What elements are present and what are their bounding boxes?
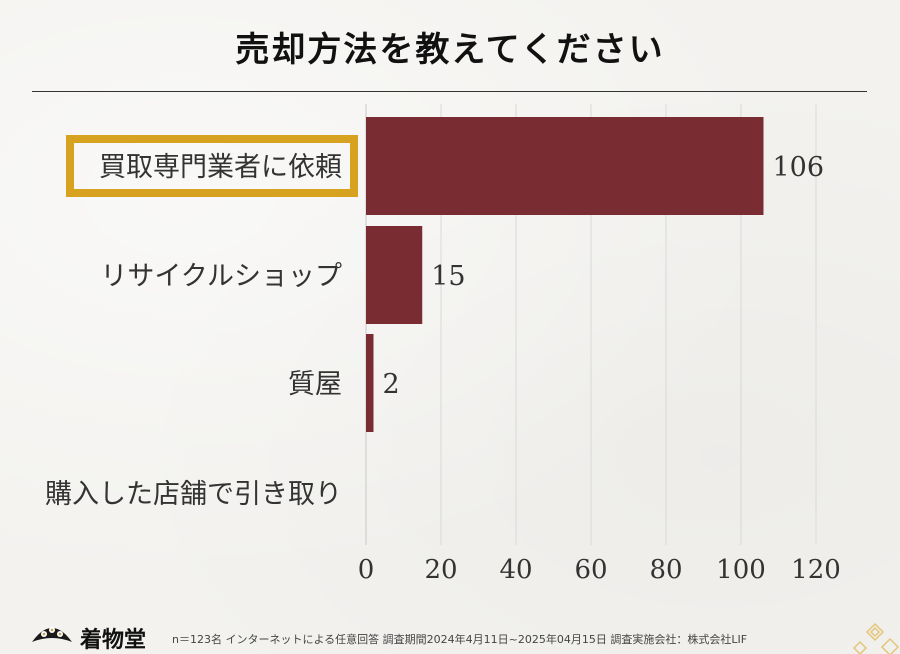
floral-corner-icon [852,622,900,654]
x-tick-label: 0 [358,555,375,585]
x-tick-label: 20 [424,555,457,585]
bar [366,226,423,324]
highlight-box [66,135,358,197]
x-tick-label: 100 [716,555,766,585]
category-label: 購入した店舗で引き取り [45,479,342,510]
bar [366,117,764,215]
title-divider [32,91,867,92]
survey-note: n＝123名 インターネットによる任意回答 調査期間2024年4月11日~202… [172,633,748,646]
chart-title: 売却方法を教えてください [235,30,665,70]
x-tick-label: 40 [499,555,532,585]
brand-name: 着物堂 [80,627,147,653]
data-label: 15 [431,261,465,292]
folding-fan-icon [32,627,72,642]
x-tick-label: 60 [574,555,607,585]
data-label: 2 [383,369,400,400]
data-label: 106 [773,152,825,183]
category-label: リサイクルショップ [100,261,342,292]
category-label: 質屋 [288,369,342,400]
x-tick-label: 80 [649,555,682,585]
x-tick-label: 120 [791,555,841,585]
category-label: 買取専門業者に依頼 [99,152,342,183]
bar [366,334,374,432]
